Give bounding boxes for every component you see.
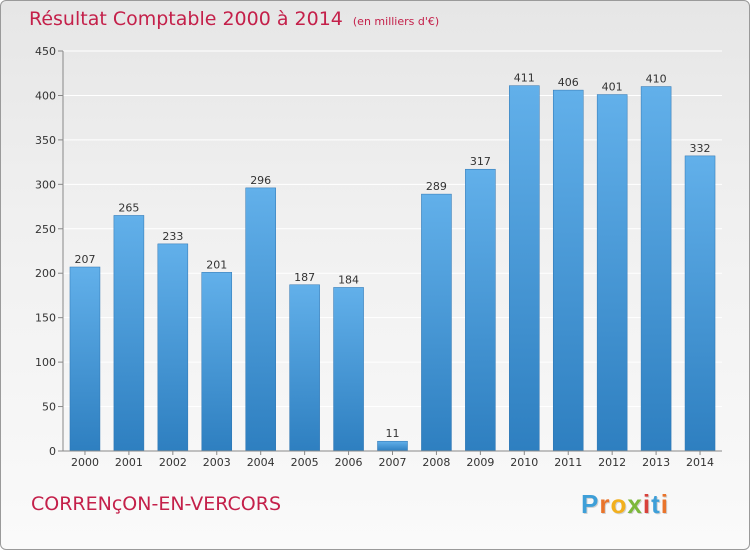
y-tick-label: 100 (35, 356, 56, 369)
y-tick-label: 150 (35, 312, 56, 325)
logo-letter: o (610, 489, 628, 519)
data-label-2014: 332 (690, 142, 711, 155)
logo-letter: x (627, 489, 643, 519)
chart-title: Résultat Comptable 2000 à 2014 (29, 8, 343, 30)
x-tick-label-2001: 2001 (115, 456, 143, 469)
data-label-2010: 411 (514, 72, 535, 85)
logo-letter: r (599, 489, 611, 519)
bar-2003 (201, 272, 233, 452)
y-tick-label: 450 (35, 45, 56, 58)
y-tick-label: 250 (35, 223, 56, 236)
x-tick-label-2002: 2002 (159, 456, 187, 469)
data-label-2009: 317 (470, 155, 491, 168)
data-label-2005: 187 (294, 271, 315, 284)
data-label-2008: 289 (426, 180, 447, 193)
chart-title-block: Résultat Comptable 2000 à 2014 (en millie… (29, 8, 439, 30)
bar-2004 (245, 187, 276, 452)
bars (69, 85, 716, 452)
data-labels: 207 265 233 201 296 187 184 11 289 317 411 406 401 41… (74, 72, 710, 441)
data-label-2004: 296 (250, 174, 271, 187)
data-label-2013: 410 (646, 73, 667, 86)
y-tick-label: 0 (49, 445, 56, 458)
x-tick-label-2003: 2003 (203, 456, 231, 469)
bar-2008 (421, 193, 452, 452)
commune-name: CORRENçON-EN-VERCORS (31, 493, 282, 515)
logo-letter: t (651, 489, 661, 519)
bar-2010 (509, 85, 540, 452)
x-tick-label-2006: 2006 (335, 456, 363, 469)
bar-2012 (596, 94, 628, 452)
x-tick-label-2004: 2004 (247, 456, 275, 469)
data-label-2001: 265 (118, 201, 139, 214)
x-tick-label-2008: 2008 (422, 456, 450, 469)
x-tick-label-2007: 2007 (379, 456, 407, 469)
bar-2000 (69, 266, 101, 452)
x-tick-label-2011: 2011 (554, 456, 582, 469)
data-label-2011: 406 (558, 76, 579, 89)
bar-2013 (640, 86, 672, 452)
bar-2002 (157, 243, 189, 452)
logo-letter: i (660, 489, 669, 519)
logo-letter: P (581, 489, 600, 519)
logo-letter: i (642, 489, 652, 519)
y-tick-label: 400 (35, 89, 56, 102)
x-tick-label-2013: 2013 (642, 456, 670, 469)
x-tick-label-2005: 2005 (291, 456, 319, 469)
y-tick-label: 350 (35, 134, 56, 147)
x-tick-label-2012: 2012 (598, 456, 626, 469)
x-axis: 2000 2001 2002 2003 2004 2005 2006 2007 2008 2009… (63, 450, 722, 469)
data-label-2006: 184 (338, 273, 359, 286)
bar-2014 (684, 155, 716, 452)
x-tick-label-2010: 2010 (510, 456, 538, 469)
y-tick-label: 50 (42, 401, 56, 414)
data-label-2007: 11 (386, 427, 400, 440)
proxiti-logo[interactable]: Proxiti (581, 489, 669, 520)
x-tick-label-2009: 2009 (466, 456, 494, 469)
bar-2009 (465, 168, 496, 452)
bar-2011 (552, 89, 584, 452)
x-tick-label-2000: 2000 (71, 456, 99, 469)
data-label-2000: 207 (74, 253, 95, 266)
data-label-2012: 401 (602, 81, 623, 94)
x-tick-label-2014: 2014 (686, 456, 714, 469)
data-label-2003: 201 (206, 258, 227, 271)
bar-2005 (289, 284, 320, 452)
data-label-2002: 233 (162, 230, 183, 243)
bar-2006 (333, 287, 364, 452)
bar-2007 (377, 440, 408, 452)
bar-2001 (113, 215, 145, 452)
y-tick-label: 200 (35, 267, 56, 280)
chart-subtitle: (en milliers d'€) (352, 15, 440, 28)
y-tick-label: 300 (35, 178, 56, 191)
y-axis: 0 50 100 150 200 250 300 350 400 450 (35, 45, 64, 458)
